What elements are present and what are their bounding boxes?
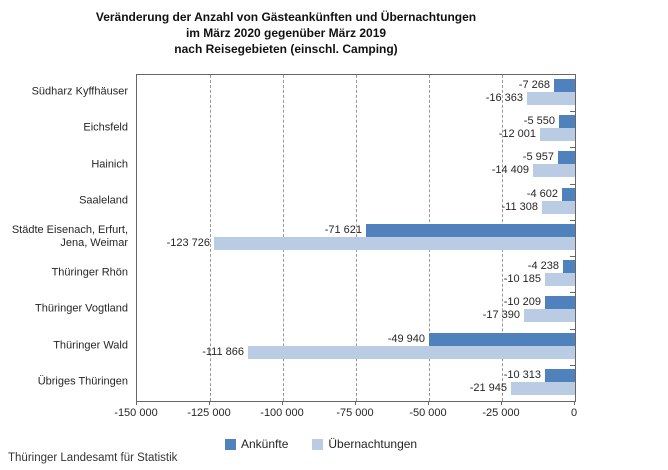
x-axis-tick xyxy=(501,401,502,405)
x-axis-tick-label: -125 000 xyxy=(187,407,231,419)
x-axis-tick xyxy=(136,401,137,405)
bar-value-label: -10 209 xyxy=(503,296,541,308)
category-tick xyxy=(570,365,575,366)
bar-value-label: -10 185 xyxy=(503,273,541,285)
chart-title: Veränderung der Anzahl von Gästeankünfte… xyxy=(0,9,572,57)
bar-ankuenfte xyxy=(563,260,575,273)
legend-label: Übernachtungen xyxy=(328,437,418,451)
bar-ankuenfte xyxy=(429,333,575,346)
legend-marker-icon xyxy=(225,438,236,450)
x-axis-tick-label: -100 000 xyxy=(260,407,304,419)
bar-value-label: -14 409 xyxy=(491,164,529,176)
legend-item: Ankünfte xyxy=(225,437,288,451)
bar-uebernachtungen xyxy=(542,201,575,214)
bar-value-label: -4 602 xyxy=(526,188,558,200)
bar-uebernachtungen xyxy=(524,309,575,322)
x-axis-tick-label: -75 000 xyxy=(336,407,374,419)
category-tick xyxy=(570,147,575,148)
x-axis-tick-label: -150 000 xyxy=(114,407,158,419)
bar-value-label: -10 313 xyxy=(503,369,541,381)
bar-value-label: -123 726 xyxy=(166,237,210,249)
category-label: Hainich xyxy=(91,158,128,171)
x-axis-tick-label: -25 000 xyxy=(482,407,520,419)
bar-value-label: -12 001 xyxy=(498,128,536,140)
bar-uebernachtungen xyxy=(527,92,575,105)
category-tick xyxy=(570,256,575,257)
plot-area: -7 268 -5 550 -5 957 -4 602 -71 621 -4 238 -10… xyxy=(136,74,576,402)
category-label: Thüringer Wald xyxy=(53,339,128,352)
legend-item: Übernachtungen xyxy=(312,437,417,451)
chart-title-line-3: nach Reisegebieten (einschl. Camping) xyxy=(174,42,398,56)
category-label: Saaleland xyxy=(79,194,128,207)
category-label: Thüringer Vogtland xyxy=(35,302,128,315)
bar-ankuenfte xyxy=(545,296,575,309)
bar-value-label: -71 621 xyxy=(324,224,362,236)
x-axis-tick-label: 0 xyxy=(570,407,578,419)
chart-title-line-1: Veränderung der Anzahl von Gästeankünfte… xyxy=(95,10,477,24)
bar-value-label: -11 308 xyxy=(501,201,539,213)
category-tick xyxy=(570,292,575,293)
category-axis-labels: Südharz Kyffhäuser Eichsfeld Hainich Saalel… xyxy=(0,74,128,400)
bar-value-label: -17 390 xyxy=(482,309,520,321)
category-tick xyxy=(570,184,575,185)
bar-value-label: -7 268 xyxy=(518,79,550,91)
bar-ankuenfte xyxy=(558,151,575,164)
bar-uebernachtungen xyxy=(214,237,575,250)
source-note: Thüringer Landesamt für Statistik xyxy=(8,452,178,464)
bar-ankuenfte xyxy=(366,224,575,237)
bar-uebernachtungen xyxy=(545,273,575,286)
bar-uebernachtungen xyxy=(248,346,575,359)
bar-value-label: -4 238 xyxy=(527,260,559,272)
chart-title-line-2: im März 2020 gegenüber März 2019 xyxy=(185,26,387,40)
bar-ankuenfte xyxy=(545,369,575,382)
category-label: Thüringer Rhön xyxy=(51,266,128,279)
x-axis-tick xyxy=(428,401,429,405)
legend-marker-icon xyxy=(312,438,324,450)
bar-uebernachtungen xyxy=(540,128,575,141)
category-tick xyxy=(570,329,575,330)
x-axis-tick xyxy=(282,401,283,405)
bar-value-label: -5 957 xyxy=(522,151,554,163)
bar-value-label: -111 866 xyxy=(202,346,244,358)
x-axis-tick xyxy=(355,401,356,405)
x-axis-tick xyxy=(574,401,575,405)
category-label: Südharz Kyffhäuser xyxy=(31,85,128,98)
legend: Ankünfte Übernachtungen xyxy=(225,437,417,451)
category-tick xyxy=(570,220,575,221)
category-label: Übriges Thüringen xyxy=(37,375,128,388)
bar-uebernachtungen xyxy=(533,164,575,177)
bar-ankuenfte xyxy=(559,115,575,128)
bar-ankuenfte xyxy=(562,188,575,201)
bar-value-label: -21 945 xyxy=(469,382,507,394)
gridline xyxy=(210,75,211,401)
x-axis-tick-label: -50 000 xyxy=(409,407,447,419)
x-axis-tick xyxy=(209,401,210,405)
bar-value-label: -49 940 xyxy=(387,333,425,345)
category-label: Eichsfeld xyxy=(83,121,128,134)
bar-value-label: -16 363 xyxy=(485,92,523,104)
bar-ankuenfte xyxy=(554,79,575,92)
category-label: Städte Eisenach, Erfurt, Jena, Weimar xyxy=(11,224,128,249)
legend-label: Ankünfte xyxy=(241,437,289,451)
category-tick xyxy=(570,111,575,112)
bar-value-label: -5 550 xyxy=(523,115,555,127)
bar-uebernachtungen xyxy=(511,382,575,395)
